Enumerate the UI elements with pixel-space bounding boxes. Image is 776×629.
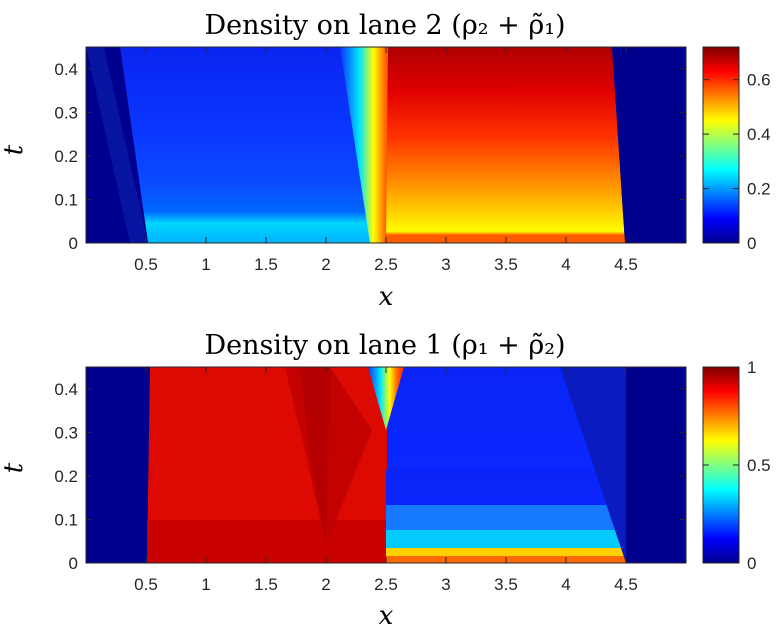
panel2-colorbar-ticks: 00.51 <box>703 358 771 573</box>
panel2-xtick-label: 2 <box>321 575 330 594</box>
panel2-colorbar-tick-label: 1 <box>747 358 756 377</box>
panel2-xtick-label: 1 <box>201 575 210 594</box>
panel1-xtick-label: 3.5 <box>494 255 518 274</box>
panel1-xtick-label: 0.5 <box>134 255 158 274</box>
panel1-ytick-label: 0.3 <box>54 103 78 122</box>
panel2-ylabel: t <box>0 462 29 473</box>
panel2-ytick-label: 0.4 <box>54 380 78 399</box>
panel2-yticks: 0 0.1 0.2 0.3 0.4 <box>54 380 686 573</box>
panel1-high-density-region <box>386 47 625 243</box>
panel2-rarefaction-fan <box>368 367 404 430</box>
panel1-colorbar-tick-label: 0.2 <box>747 180 771 199</box>
panel1-ytick-label: 0.2 <box>54 147 78 166</box>
panel2-xlabel: x <box>379 601 394 629</box>
panel1-heatmap <box>86 47 686 243</box>
panel2-xticks: 0.5 1 1.5 2 2.5 3 3.5 4 4.5 <box>134 367 638 594</box>
panel1-title: Density on lane 2 (ρ₂ + ρ̃₁) <box>204 10 565 41</box>
panel1-colorbar-tick-label: 0 <box>747 234 756 253</box>
panel1-colorbar <box>702 46 740 244</box>
panel2-ytick-label: 0.1 <box>54 510 78 529</box>
panel1-yticks: 0 0.1 0.2 0.3 0.4 <box>54 60 686 253</box>
panel1-ytick-label: 0.1 <box>54 190 78 209</box>
panel2-xtick-label: 1.5 <box>254 575 278 594</box>
panel1-right-zero-region <box>612 47 686 243</box>
panel2-xtick-label: 3 <box>441 575 450 594</box>
panel2-colorbar-tick-label: 0 <box>747 554 756 573</box>
panel2-xtick-label: 0.5 <box>134 575 158 594</box>
panel1-left-transition <box>86 47 148 243</box>
panel1-xtick-label: 1 <box>201 255 210 274</box>
panel2-xtick-label: 4.5 <box>614 575 638 594</box>
panel2-heatmap <box>86 367 686 563</box>
panel2-xtick-label: 2.5 <box>374 575 398 594</box>
panel1-ytick-label: 0 <box>69 234 78 253</box>
panel1-xlabel: x <box>379 282 394 312</box>
panel2-ytick-label: 0.3 <box>54 423 78 442</box>
panel1-ylabel: t <box>0 144 29 155</box>
panel2-ytick-label: 0 <box>69 554 78 573</box>
panel1-colorbar-tick-label: 0.6 <box>747 71 771 90</box>
panel1-rarefaction-fan <box>340 47 396 243</box>
panel1-xtick-label: 4 <box>561 255 570 274</box>
panel1-xtick-label: 1.5 <box>254 255 278 274</box>
panel1-xtick-label: 2.5 <box>374 255 398 274</box>
panel1-xtick-label: 3 <box>441 255 450 274</box>
panel2-title: Density on lane 1 (ρ₁ + ρ̃₂) <box>204 330 565 361</box>
panel2-lower-band <box>147 520 386 563</box>
panel2-colorbar-tick-label: 0.5 <box>747 456 771 475</box>
panel1-colorbar-tick-label: 0.4 <box>747 125 771 144</box>
panel2-ytick-label: 0.2 <box>54 467 78 486</box>
panel2-xtick-label: 3.5 <box>494 575 518 594</box>
panel1-ytick-label: 0.4 <box>54 60 78 79</box>
panel1-xticks: 0.5 1 1.5 2 2.5 3 3.5 4 4.5 <box>134 47 638 274</box>
panel1-xtick-label: 2 <box>321 255 330 274</box>
panel2-xtick-label: 4 <box>561 575 570 594</box>
panel1-colorbar-ticks: 0 0.2 0.4 0.6 <box>703 71 771 253</box>
panel2-v-core <box>300 367 330 545</box>
panel2-right-zero-region <box>626 367 686 563</box>
panel1-xtick-label: 4.5 <box>614 255 638 274</box>
